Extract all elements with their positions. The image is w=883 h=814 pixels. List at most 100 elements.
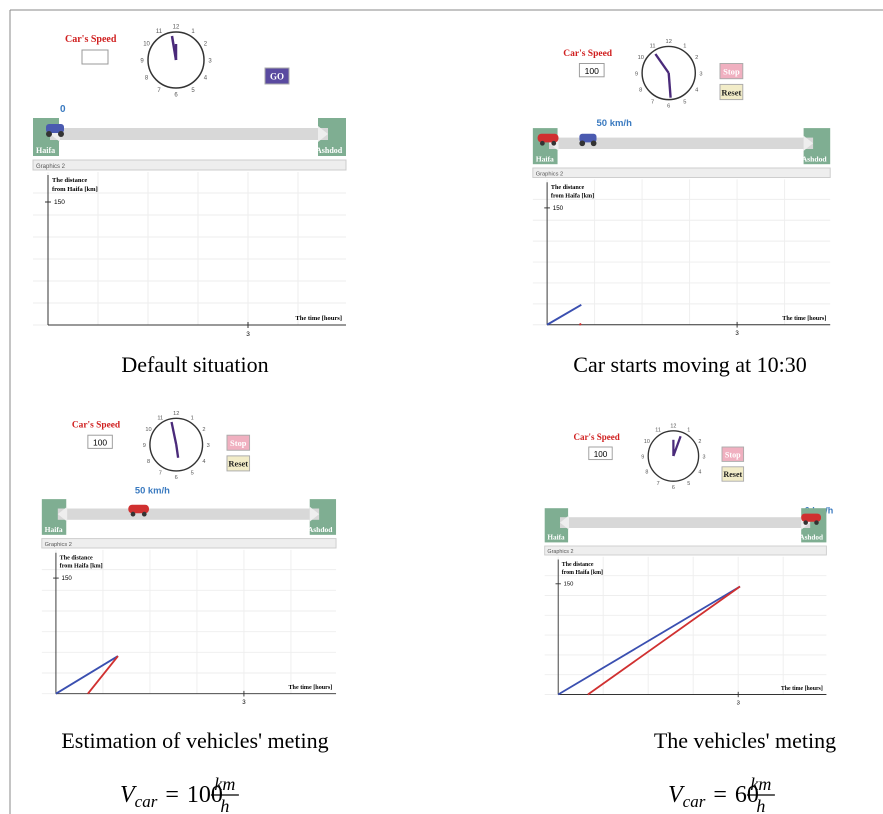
clock-number: 11 — [157, 415, 163, 421]
graphics-title: Graphics 2 — [36, 164, 66, 170]
graphics-header — [533, 168, 830, 178]
clock-number: 1 — [687, 428, 690, 434]
y-tick-label: 150 — [553, 205, 564, 212]
formula-numerator: km — [214, 774, 235, 794]
speed-label: Car's Speed — [574, 432, 620, 442]
x-axis-label: The time [hours] — [782, 316, 826, 322]
y-axis-label: The distance — [551, 185, 585, 191]
y-axis-label: The distance — [52, 177, 87, 184]
clock-number: 8 — [639, 88, 642, 94]
road — [50, 128, 328, 140]
wheel — [46, 131, 52, 137]
clock-number: 7 — [159, 471, 162, 477]
clock-number: 10 — [143, 42, 150, 48]
clock-number: 12 — [670, 424, 676, 430]
x-axis-label: The time [hours] — [295, 315, 342, 322]
speed-display: 50 km/h — [135, 484, 170, 495]
formula: Vcar=100 — [120, 782, 223, 811]
start-city: Haifa — [45, 525, 63, 534]
clock-number: 11 — [655, 428, 661, 434]
button-label[interactable]: GO — [270, 72, 284, 82]
clock-number: 6 — [667, 104, 670, 110]
speed-value: 100 — [585, 66, 600, 76]
y-tick-label: 150 — [564, 582, 575, 588]
graphics-header — [33, 160, 346, 170]
car — [538, 134, 559, 143]
button-label[interactable]: Stop — [725, 450, 741, 459]
clock-number: 9 — [641, 454, 644, 460]
clock-number: 5 — [687, 481, 690, 487]
button-label[interactable]: Reset — [721, 87, 741, 97]
x-tick-label: 3 — [246, 331, 250, 338]
y-axis-label: The distance — [562, 562, 594, 568]
button-label[interactable]: Reset — [723, 470, 742, 479]
graph-area — [533, 179, 830, 331]
clock-number: 9 — [140, 59, 144, 65]
clock-number: 4 — [698, 470, 701, 476]
road — [560, 517, 810, 528]
clock-number: 4 — [695, 88, 698, 94]
clock-number: 8 — [147, 459, 150, 465]
clock-number: 7 — [157, 88, 161, 94]
app-panel: Car's Speed100121234567891011StopReset50… — [533, 39, 830, 337]
car — [128, 505, 149, 513]
speed-value: 100 — [594, 450, 608, 459]
y-axis-label: from Haifa [km] — [562, 570, 603, 576]
clock-number: 12 — [173, 411, 179, 417]
formula-numerator: km — [750, 774, 771, 794]
clock-number: 1 — [191, 415, 194, 421]
app-panel: Car's Speed100121234567891011StopReset50… — [42, 411, 336, 706]
screenshot: Car's Speed121234567891011GO0HaifaAshdod… — [0, 0, 883, 814]
clock-number: 4 — [202, 459, 205, 465]
formula-operator: = — [165, 782, 179, 808]
end-city: Ashdod — [316, 146, 343, 155]
clock-number: 12 — [666, 39, 672, 45]
clock-number: 9 — [635, 71, 638, 77]
clock-number: 4 — [204, 76, 208, 82]
end-city: Ashdod — [799, 534, 823, 542]
x-tick-label: 3 — [242, 699, 246, 706]
graph-area — [545, 557, 827, 701]
speed-display: 50 km/h — [597, 118, 633, 129]
clock-number: 5 — [191, 471, 194, 477]
clock-number: 9 — [143, 443, 146, 449]
caption: Estimation of vehicles' meting — [61, 728, 328, 753]
clock-number: 6 — [175, 475, 178, 481]
clock-number: 6 — [672, 485, 675, 491]
button-label[interactable]: Stop — [723, 66, 740, 76]
caption: Default situation — [121, 352, 268, 377]
car — [801, 514, 821, 522]
formula-subscript: car — [135, 792, 158, 811]
speed-value: 100 — [93, 438, 107, 448]
clock-number: 7 — [651, 99, 654, 105]
speed-label: Car's Speed — [72, 421, 121, 431]
speed-input[interactable] — [82, 50, 108, 64]
end-city: Ashdod — [802, 154, 828, 163]
x-tick-label: 3 — [737, 700, 740, 706]
clock-number: 11 — [156, 29, 163, 35]
end-city: Ashdod — [308, 525, 333, 534]
clock-number: 1 — [191, 29, 195, 35]
wheel — [142, 512, 147, 517]
clock-number: 2 — [202, 427, 205, 433]
x-axis-label: The time [hours] — [781, 686, 823, 692]
caption: Car starts moving at 10:30 — [573, 352, 806, 377]
y-axis-label: from Haifa [km] — [60, 564, 103, 570]
clock-number: 6 — [174, 93, 178, 99]
clock-number: 3 — [703, 454, 706, 460]
start-city: Haifa — [36, 146, 55, 155]
clock-number: 5 — [683, 99, 686, 105]
x-tick-label: 3 — [735, 330, 739, 337]
speed-display: 0 — [60, 104, 66, 115]
clock-number: 1 — [683, 43, 686, 49]
road — [58, 509, 319, 520]
y-tick-label: 150 — [54, 199, 65, 206]
button-label[interactable]: Reset — [228, 459, 248, 469]
x-axis-label: The time [hours] — [288, 685, 332, 691]
y-axis-label: from Haifa [km] — [52, 186, 98, 193]
y-axis-label: from Haifa [km] — [551, 193, 594, 199]
formula-denominator: h — [756, 796, 765, 814]
button-label[interactable]: Stop — [230, 438, 247, 448]
clock-number: 5 — [191, 88, 195, 94]
formula-denominator: h — [220, 796, 229, 814]
